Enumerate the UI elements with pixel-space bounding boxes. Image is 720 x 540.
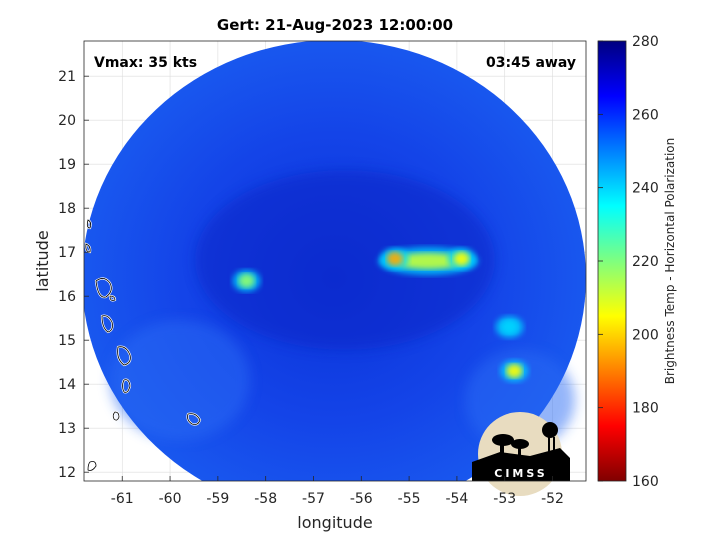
y-tick-label: 19 bbox=[58, 157, 76, 173]
y-tick-label: 12 bbox=[58, 465, 76, 481]
logo-text: CIMSS bbox=[494, 467, 547, 480]
colorbar-label: Brightness Temp - Horizontal Polarizatio… bbox=[663, 138, 677, 385]
y-axis-label: latitude bbox=[33, 230, 52, 291]
x-tick-label: -54 bbox=[445, 491, 468, 507]
colorbar-tick-label: 180 bbox=[632, 401, 659, 417]
axes-frame bbox=[83, 40, 587, 482]
island-outlines bbox=[84, 218, 202, 472]
x-axis-ticks: -61 -60 -59 -58 -57 -56 -55 -54 -53 -52 bbox=[111, 476, 564, 507]
y-tick-label: 20 bbox=[58, 113, 76, 129]
y-tick-label: 17 bbox=[58, 245, 76, 261]
convective-features bbox=[232, 247, 529, 382]
y-tick-label: 14 bbox=[58, 377, 76, 393]
convective-cell bbox=[506, 364, 523, 378]
colorbar-tick-label: 240 bbox=[632, 181, 659, 197]
chart-title: Gert: 21-Aug-2023 12:00:00 bbox=[217, 16, 453, 34]
y-tick-label: 16 bbox=[58, 289, 76, 305]
x-tick-label: -59 bbox=[206, 491, 229, 507]
convective-cell bbox=[386, 251, 403, 266]
x-tick-label: -53 bbox=[493, 491, 516, 507]
y-tick-label: 18 bbox=[58, 201, 76, 217]
microwave-swath bbox=[84, 41, 586, 481]
y-tick-label: 21 bbox=[58, 69, 76, 85]
cimss-logo: CIMSS bbox=[472, 412, 570, 496]
convective-cell bbox=[453, 251, 470, 266]
x-tick-label: -57 bbox=[302, 491, 325, 507]
vmax-annotation: Vmax: 35 kts bbox=[94, 55, 197, 71]
time-away-annotation: 03:45 away bbox=[486, 55, 576, 71]
colorbar-tick-label: 200 bbox=[632, 327, 659, 343]
convective-cell bbox=[501, 320, 518, 334]
colorbar-tick-label: 220 bbox=[632, 254, 659, 270]
x-tick-label: -56 bbox=[350, 491, 373, 507]
x-tick-label: -61 bbox=[111, 491, 134, 507]
y-tick-label: 13 bbox=[58, 421, 76, 437]
colorbar-tick-label: 160 bbox=[632, 474, 659, 490]
colorbar-tick-label: 260 bbox=[632, 107, 659, 123]
colorbar-ticks: 160 180 200 220 240 260 280 bbox=[598, 34, 659, 490]
x-axis-label: longitude bbox=[297, 513, 372, 532]
logo-ground bbox=[472, 448, 570, 481]
convective-cell bbox=[238, 273, 255, 288]
y-tick-label: 15 bbox=[58, 333, 76, 349]
x-tick-label: -55 bbox=[398, 491, 421, 507]
x-tick-label: -60 bbox=[159, 491, 182, 507]
x-tick-label: -58 bbox=[254, 491, 277, 507]
convective-band bbox=[392, 253, 465, 269]
outer-light-band bbox=[110, 320, 250, 440]
water-tower-icon bbox=[542, 422, 558, 457]
satellite-dish-icon bbox=[492, 434, 529, 456]
x-tick-label: -52 bbox=[541, 491, 564, 507]
inner-dark-region bbox=[195, 170, 495, 350]
y-axis-ticks: 12 13 14 15 16 17 18 19 20 21 bbox=[58, 69, 89, 481]
colorbar-tick-label: 280 bbox=[632, 34, 659, 50]
